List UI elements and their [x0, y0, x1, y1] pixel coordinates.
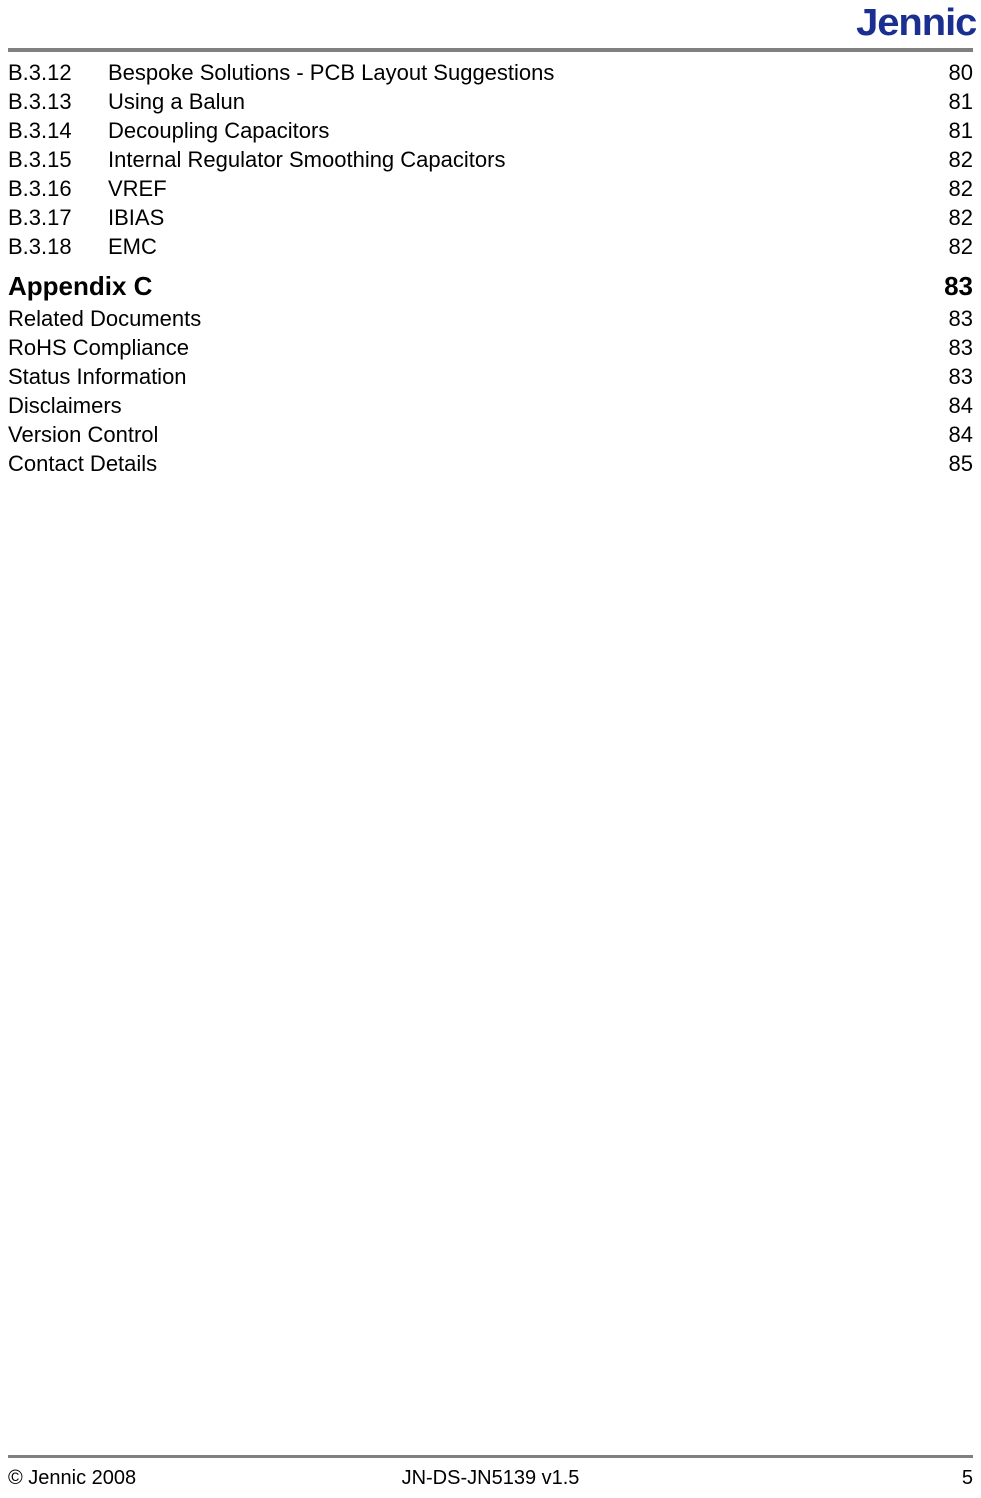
toc-section-page: 83 — [923, 269, 973, 304]
toc-row: B.3.14Decoupling Capacitors81 — [8, 116, 973, 145]
toc-sub-row: Related Documents83 — [8, 304, 973, 333]
toc-sub-row: Status Information83 — [8, 362, 973, 391]
toc-sub-page: 84 — [923, 420, 973, 449]
toc-sub-title: Version Control — [8, 420, 923, 449]
toc-item-title: Bespoke Solutions - PCB Layout Suggestio… — [108, 58, 923, 87]
toc-sub-page: 83 — [923, 333, 973, 362]
footer: © Jennic 2008 JN-DS-JN5139 v1.5 5 — [8, 1467, 973, 1490]
footer-page-number: 5 — [651, 1467, 973, 1490]
toc-item-number: B.3.14 — [8, 116, 108, 145]
toc-item-title: Using a Balun — [108, 87, 923, 116]
toc-row: B.3.18EMC82 — [8, 232, 973, 261]
toc-item-title: EMC — [108, 232, 923, 261]
toc-item-page: 82 — [923, 232, 973, 261]
toc-sub-title: Related Documents — [8, 304, 923, 333]
toc-section-title: Appendix C — [8, 269, 923, 304]
toc-item-number: B.3.16 — [8, 174, 108, 203]
toc-item-page: 81 — [923, 116, 973, 145]
toc-item-title: Decoupling Capacitors — [108, 116, 923, 145]
footer-doc-id: JN-DS-JN5139 v1.5 — [330, 1467, 652, 1490]
footer-copyright: © Jennic 2008 — [8, 1467, 330, 1490]
top-rule — [8, 48, 973, 52]
toc-row: B.3.16VREF82 — [8, 174, 973, 203]
toc-sub-page: 84 — [923, 391, 973, 420]
toc-sub-row: RoHS Compliance83 — [8, 333, 973, 362]
toc-sub-row: Contact Details85 — [8, 449, 973, 478]
toc-item-number: B.3.18 — [8, 232, 108, 261]
toc-sub-title: Contact Details — [8, 449, 923, 478]
toc-section-row: Appendix C 83 — [8, 269, 973, 304]
brand-logo: Jennic — [856, 2, 976, 45]
toc-item-page: 82 — [923, 174, 973, 203]
toc-item-number: B.3.17 — [8, 203, 108, 232]
toc-item-page: 82 — [923, 145, 973, 174]
toc-item-page: 80 — [923, 58, 973, 87]
toc-item-number: B.3.15 — [8, 145, 108, 174]
toc-item-number: B.3.12 — [8, 58, 108, 87]
toc-item-title: VREF — [108, 174, 923, 203]
toc-sub-title: RoHS Compliance — [8, 333, 923, 362]
toc-sub-title: Disclaimers — [8, 391, 923, 420]
toc-content: B.3.12Bespoke Solutions - PCB Layout Sug… — [8, 58, 973, 479]
toc-sub-title: Status Information — [8, 362, 923, 391]
toc-item-title: Internal Regulator Smoothing Capacitors — [108, 145, 923, 174]
toc-row: B.3.17IBIAS82 — [8, 203, 973, 232]
toc-row: B.3.15Internal Regulator Smoothing Capac… — [8, 145, 973, 174]
header: Jennic — [0, 0, 981, 50]
toc-sub-page: 83 — [923, 362, 973, 391]
toc-sub-row: Version Control84 — [8, 420, 973, 449]
toc-row: B.3.13Using a Balun81 — [8, 87, 973, 116]
toc-item-number: B.3.13 — [8, 87, 108, 116]
toc-item-page: 81 — [923, 87, 973, 116]
toc-item-page: 82 — [923, 203, 973, 232]
toc-sub-page: 85 — [923, 449, 973, 478]
bottom-rule — [8, 1455, 973, 1458]
toc-row: B.3.12Bespoke Solutions - PCB Layout Sug… — [8, 58, 973, 87]
toc-sub-page: 83 — [923, 304, 973, 333]
toc-item-title: IBIAS — [108, 203, 923, 232]
toc-sub-row: Disclaimers84 — [8, 391, 973, 420]
